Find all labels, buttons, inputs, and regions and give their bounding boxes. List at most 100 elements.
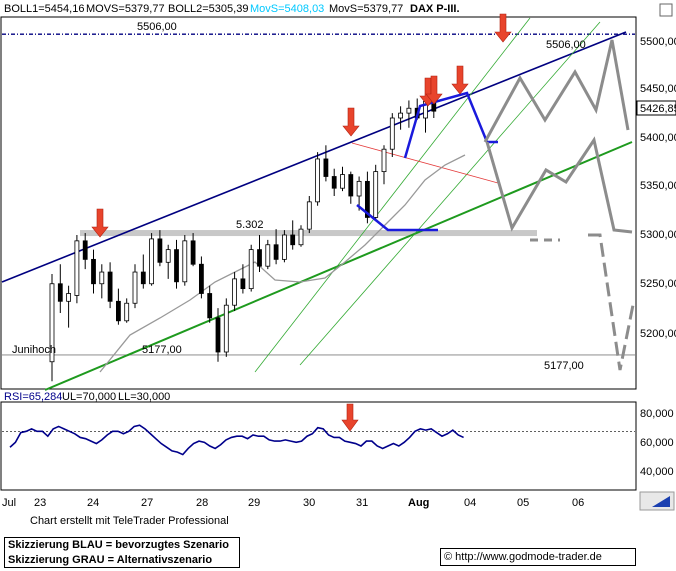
candle-body	[99, 271, 105, 285]
level-5302-label: 5.302	[236, 219, 264, 231]
candle-body	[290, 234, 296, 246]
candle-body	[381, 148, 387, 173]
level-5506-label: 5506,00	[137, 21, 177, 33]
candle-body	[240, 278, 246, 290]
candle-body	[182, 240, 188, 283]
rsi-ytick-label: 80,000	[640, 408, 674, 420]
xtick-label: 04	[464, 497, 476, 509]
main-panel-frame	[0, 16, 637, 390]
current-price-label: 5426,85	[640, 103, 676, 115]
ytick-label: 5250,00	[640, 278, 676, 290]
rsi-ul-label: UL=70,000	[62, 391, 116, 403]
chart-title: DAX P-III.	[410, 3, 460, 15]
header-boll2: BOLL2=5305,39	[168, 3, 248, 15]
candle-body	[373, 171, 379, 218]
candle-body	[149, 238, 155, 285]
channel-line-2	[299, 21, 601, 366]
candle-body	[140, 271, 146, 285]
xtick-label: 31	[356, 497, 368, 509]
grey-scenario-middle	[485, 136, 633, 234]
candle-body	[340, 174, 345, 189]
candle-body	[265, 244, 271, 267]
upper-trendline	[1, 31, 627, 283]
corner-box	[659, 3, 673, 17]
candle-body	[257, 249, 262, 267]
candle-body	[389, 117, 395, 150]
candle-body	[165, 249, 171, 263]
red-arrow	[91, 208, 109, 238]
grey-scenario-lower	[588, 233, 636, 371]
ytick-label: 5400,00	[640, 132, 676, 144]
rsi-chart-layer	[2, 403, 635, 456]
level-5177-label: 5177,00	[142, 344, 182, 356]
candle-body	[315, 158, 321, 203]
blue-scenario-upper	[403, 91, 498, 159]
main-chart-layer	[1, 13, 636, 391]
ytick-label: 5500,00	[640, 36, 676, 48]
candle-body	[273, 244, 279, 260]
candle-body	[223, 304, 229, 353]
header-movs2: MovS=5408,03	[250, 3, 324, 15]
red-trend-line	[351, 142, 499, 184]
candle-body	[331, 176, 337, 189]
candle-body	[348, 174, 354, 197]
xtick-label: 24	[87, 497, 99, 509]
candle-body	[57, 283, 63, 302]
candle-body	[356, 180, 362, 197]
blue-scenario-lower	[356, 204, 438, 232]
candle-body	[323, 158, 329, 177]
level-5177-right-label: 5177,00	[544, 360, 584, 372]
candle-body	[66, 293, 71, 302]
candle-body	[49, 283, 55, 363]
candle-body	[107, 271, 113, 302]
ytick-label: 5300,00	[640, 229, 676, 241]
channel-line-1	[254, 17, 531, 373]
copyright-box[interactable]: © http://www.godmode-trader.de	[440, 548, 636, 566]
credit-label: Chart erstellt mit TeleTrader Profession…	[30, 515, 229, 527]
red-arrow	[451, 65, 469, 95]
candle-body	[116, 300, 121, 322]
copyright-link[interactable]: © http://www.godmode-trader.de	[444, 551, 602, 563]
header-movs1: MOVS=5379,77	[86, 3, 165, 15]
candle-body	[364, 180, 370, 218]
candle-body	[207, 293, 213, 319]
candle-body	[174, 249, 179, 283]
ytick-label: 5350,00	[640, 180, 676, 192]
x-axis: Jul 23 24 27 28 29 30 31 Aug 04 05 06	[2, 497, 584, 509]
xtick-label: 23	[34, 497, 46, 509]
rsi-ytick-label: 40,000	[640, 466, 674, 478]
xtick-label: 30	[303, 497, 315, 509]
xtick-label: Aug	[408, 497, 429, 509]
candle-body	[406, 107, 412, 114]
grey-scenario-upper	[483, 39, 630, 143]
legend-grey: Skizzierung GRAU = Alternativszenario	[8, 554, 213, 566]
rsi-line	[9, 424, 464, 456]
candle-body	[190, 240, 196, 265]
candle-body	[398, 112, 404, 119]
candle-body	[91, 258, 96, 285]
rsi-label: RSI=65,284	[4, 391, 62, 403]
ytick-label: 5200,00	[640, 328, 676, 340]
candle-body	[215, 317, 221, 353]
red-arrow	[342, 107, 360, 137]
price-y-axis: 5500,00 5450,00 5400,00 5350,00 5300,00 …	[640, 36, 676, 340]
xtick-label: 05	[517, 497, 529, 509]
level-5506-right-label: 5506,00	[546, 39, 586, 51]
xtick-label: 27	[141, 497, 153, 509]
rsi-red-arrow	[341, 403, 359, 432]
xtick-label: Jul	[2, 497, 16, 509]
red-arrow	[425, 75, 443, 105]
junihoch-label: Junihoch	[12, 344, 56, 356]
candle-body	[232, 278, 238, 306]
xtick-label: 29	[248, 497, 260, 509]
candle-body	[82, 240, 88, 260]
rsi-ytick-label: 60,000	[640, 437, 674, 449]
candle-body	[248, 249, 254, 290]
candle-body	[298, 228, 304, 246]
moving-average-line	[99, 154, 466, 373]
xtick-label: 06	[572, 497, 584, 509]
zoom-triangle-icon[interactable]	[639, 491, 675, 511]
ytick-label: 5450,00	[640, 83, 676, 95]
candle-body	[281, 234, 287, 260]
